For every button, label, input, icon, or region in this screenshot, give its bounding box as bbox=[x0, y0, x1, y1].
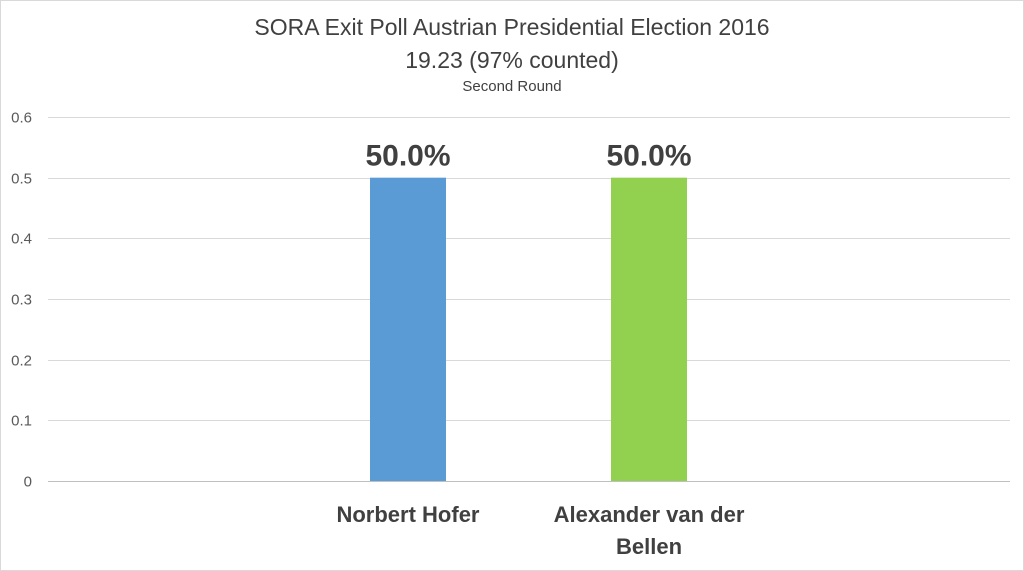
bar-alexander-van-der-bellen bbox=[611, 177, 687, 481]
bar-norbert-hofer bbox=[370, 177, 446, 481]
category-label-alexander-van-der-bellen: Alexander van der Bellen bbox=[553, 502, 745, 559]
chart-subtitle: 19.23 (97% counted) bbox=[405, 47, 619, 73]
chart-round-label: Second Round bbox=[462, 78, 562, 95]
chart-title: SORA Exit Poll Austrian Presidential Ele… bbox=[254, 14, 770, 40]
y-tick-label-0.2: 0.2 bbox=[11, 353, 32, 370]
y-tick-label-0.1: 0.1 bbox=[11, 413, 32, 430]
y-tick-label-0: 0 bbox=[24, 474, 32, 491]
y-tick-label-0.6: 0.6 bbox=[11, 110, 32, 127]
data-label-alexander-van-der-bellen: 50.0% bbox=[606, 140, 691, 173]
y-tick-label-0.5: 0.5 bbox=[11, 171, 32, 188]
category-label-norbert-hofer: Norbert Hofer bbox=[336, 502, 480, 527]
y-tick-label-0.4: 0.4 bbox=[11, 231, 32, 248]
y-tick-label-0.3: 0.3 bbox=[11, 292, 32, 309]
data-label-norbert-hofer: 50.0% bbox=[365, 140, 450, 173]
